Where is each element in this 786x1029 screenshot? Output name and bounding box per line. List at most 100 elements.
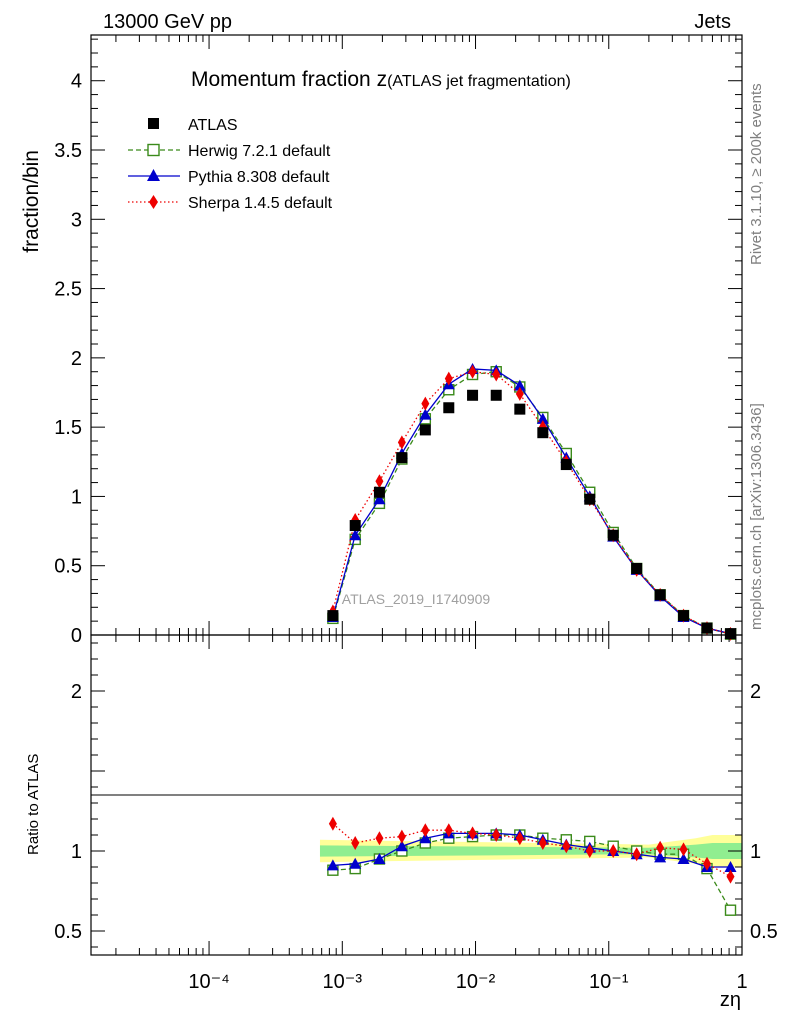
main-y-tick-label: 3.5: [54, 140, 82, 162]
main-title-text: Momentum fraction z: [191, 68, 387, 91]
ratio-point-sherpa: [609, 844, 618, 858]
main-line-sherpa: [332, 371, 731, 635]
main-point-sherpa: [468, 364, 477, 379]
main-point-data: [584, 493, 596, 505]
legend-marker-herwig: [147, 143, 160, 157]
main-series-layer: [326, 362, 737, 641]
main-point-pythia: [536, 412, 549, 424]
ratio-y-axis-label: Ratio to ATLAS: [25, 754, 42, 855]
main-y-axis-label: fraction/bin: [20, 150, 43, 253]
main-point-sherpa: [421, 396, 430, 411]
main-point-data: [701, 622, 713, 634]
legend-label-herwig: Herwig 7.2.1 default: [188, 143, 331, 160]
legend: ATLAS Herwig 7.2.1 default Pythia 8.308 …: [128, 117, 333, 212]
main-point-data: [396, 452, 408, 464]
legend-label-sherpa: Sherpa 1.4.5 default: [188, 195, 333, 212]
ratio-point-pythia: [395, 840, 408, 852]
main-point-sherpa: [397, 435, 406, 450]
main-point-data: [654, 589, 666, 601]
source-side-label: mcplots.cern.ch [arXiv:1306.3436]: [748, 403, 765, 630]
main-point-data: [678, 610, 690, 622]
ratio-y-tick-label: 0.5: [54, 921, 82, 943]
ratio-point-sherpa: [444, 823, 453, 838]
main-title-sub: (ATLAS jet fragmentation): [387, 73, 571, 90]
ratio-point-pythia: [349, 857, 362, 869]
energy-label: 13000 GeV pp: [103, 11, 232, 33]
main-title: Momentum fraction z(ATLAS jet fragmentat…: [191, 68, 571, 91]
ratio-point-sherpa: [351, 836, 360, 850]
legend-label-pythia: Pythia 8.308 default: [188, 169, 330, 186]
ratio-point-sherpa: [562, 839, 571, 854]
category-label: Jets: [694, 11, 731, 33]
main-point-data: [631, 562, 643, 574]
main-point-data: [443, 402, 455, 414]
ratio-plot-frame: [90, 634, 743, 956]
ratio-point-sherpa: [375, 831, 384, 846]
main-point-pythia: [513, 379, 526, 391]
ratio-y-tick-label-right: 2: [750, 681, 761, 703]
x-tick-label: 10⁻³: [323, 971, 363, 993]
main-y-tick-label: 1.5: [54, 417, 82, 439]
ratio-point-sherpa: [585, 844, 594, 858]
x-tick-label: 10⁻¹: [589, 971, 629, 993]
main-point-pythia: [419, 408, 432, 420]
ratio-y-tick-label-right: 0.5: [750, 921, 778, 943]
ratio-point-sherpa: [656, 840, 665, 855]
ratio-y-tick-label-right: 1: [750, 841, 761, 863]
ratio-point-pythia: [326, 859, 339, 871]
rivet-side-label: Rivet 3.1.10, ≥ 200k events: [748, 83, 765, 265]
main-point-data: [560, 459, 572, 471]
x-tick-label: 1: [736, 971, 747, 993]
main-point-data: [514, 403, 526, 415]
legend-marker-pythia: [147, 169, 160, 181]
ratio-point-herwig: [724, 904, 737, 916]
ratio-point-sherpa: [421, 823, 430, 838]
main-y-tick-label: 0: [71, 625, 82, 647]
main-y-tick-label: 2: [71, 348, 82, 370]
ratio-point-sherpa: [515, 831, 524, 846]
main-y-tick-label: 3: [71, 209, 82, 231]
main-point-pythia: [373, 493, 386, 505]
main-point-pythia: [349, 529, 362, 541]
legend-entry-sherpa: Sherpa 1.4.5 default: [128, 195, 333, 212]
ratio-point-sherpa: [397, 829, 406, 844]
main-axis-ticks: 0 0.5 1 1.5 2 2.5 3 3.5 4: [54, 35, 743, 647]
ratio-panel: 10⁻⁴ 10⁻³ 10⁻² 10⁻¹ 1 0.5 0.5 1 1 2 2 Ratio to ATL…: [25, 634, 778, 1011]
legend-entry-herwig: Herwig 7.2.1 default: [128, 143, 331, 160]
x-axis-label: zη: [720, 989, 741, 1011]
x-tick-label: 10⁻²: [456, 971, 496, 993]
main-panel: 0 0.5 1 1.5 2 2.5 3 3.5 4 fraction/bin Momentum …: [20, 34, 743, 647]
x-tick-label: 10⁻⁴: [188, 971, 229, 993]
main-point-data: [467, 389, 479, 401]
main-point-data: [373, 486, 385, 498]
legend-entry-atlas: ATLAS: [148, 117, 238, 134]
ratio-point-sherpa: [328, 816, 337, 831]
main-point-data: [327, 610, 339, 622]
main-point-data: [537, 427, 549, 439]
ratio-series-layer: [326, 816, 737, 916]
main-point-data: [490, 389, 502, 401]
ratio-point-pythia: [373, 853, 386, 864]
main-y-tick-label: 1: [71, 486, 82, 508]
legend-marker-atlas: [148, 118, 159, 129]
main-point-sherpa: [375, 474, 384, 489]
main-point-sherpa: [444, 371, 453, 386]
ratio-point-sherpa: [468, 826, 477, 841]
ratio-y-tick-label: 1: [71, 841, 82, 863]
main-point-sherpa: [515, 386, 524, 401]
ratio-point-sherpa: [679, 842, 688, 857]
ratio-point-sherpa: [632, 847, 641, 862]
main-point-data: [349, 520, 361, 532]
main-point-data: [419, 424, 431, 436]
main-point-sherpa: [492, 367, 501, 382]
ratio-point-pythia: [654, 851, 667, 863]
main-y-tick-label: 0.5: [54, 556, 82, 578]
main-point-data: [607, 529, 619, 541]
ratio-point-pythia: [677, 853, 690, 864]
main-y-tick-label: 2.5: [54, 279, 82, 301]
ratio-axis-ticks: 10⁻⁴ 10⁻³ 10⁻² 10⁻¹ 1 0.5 0.5 1 1 2 2: [54, 635, 778, 993]
legend-marker-sherpa: [149, 195, 158, 209]
main-point-data: [725, 628, 737, 640]
ratio-point-pythia: [724, 861, 737, 872]
ratio-point-sherpa: [538, 836, 547, 850]
